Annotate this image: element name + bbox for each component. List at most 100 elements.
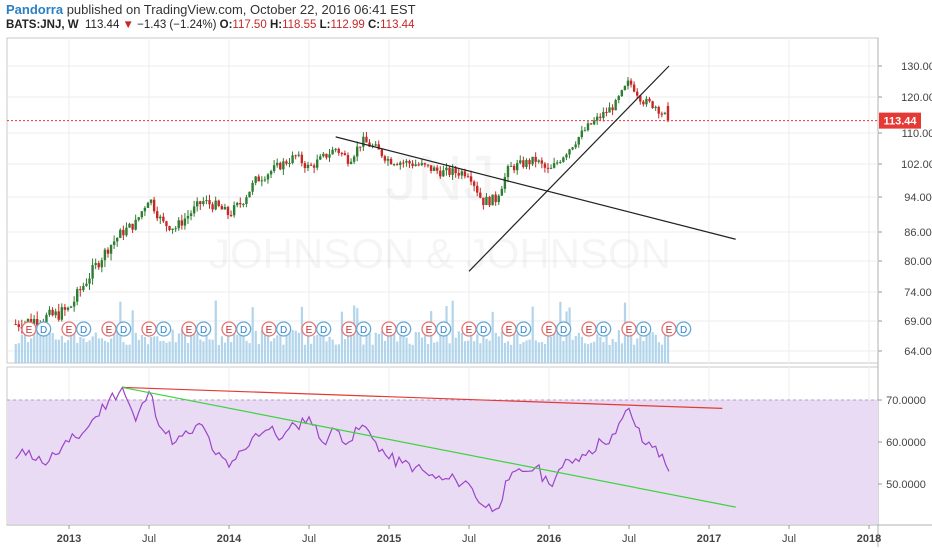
volume-bar: [91, 336, 94, 363]
volume-bar: [180, 329, 184, 363]
volume-bar: [131, 310, 134, 363]
marker-label: E: [106, 325, 113, 336]
dividend-marker[interactable]: D: [596, 321, 612, 337]
dividend-marker[interactable]: D: [396, 321, 412, 337]
volume-bar: [159, 341, 162, 363]
candle-body: [183, 218, 187, 226]
author-link[interactable]: Pandorra: [6, 2, 64, 17]
candle-body: [396, 164, 399, 166]
dividend-marker[interactable]: D: [236, 321, 252, 337]
volume-bar: [100, 338, 104, 363]
dividend-marker[interactable]: D: [556, 321, 572, 337]
earnings-marker[interactable]: E: [141, 321, 157, 337]
earnings-marker[interactable]: E: [21, 321, 37, 337]
candle-body: [577, 137, 580, 145]
volume-bar: [666, 334, 670, 363]
dividend-marker[interactable]: D: [476, 321, 492, 337]
volume-bar: [337, 344, 340, 363]
volume-bar: [660, 344, 664, 363]
candle-body: [32, 319, 36, 325]
dividend-marker[interactable]: D: [156, 321, 172, 337]
volume-bar: [340, 311, 344, 363]
volume-bar: [550, 336, 553, 363]
candle-body: [362, 136, 365, 147]
earnings-marker[interactable]: E: [541, 321, 557, 337]
volume-bar: [543, 344, 547, 363]
dividend-marker[interactable]: D: [676, 321, 692, 337]
dividend-marker[interactable]: D: [36, 321, 52, 337]
earnings-marker[interactable]: E: [301, 321, 317, 337]
candle-body: [623, 85, 627, 91]
volume-bar: [648, 330, 651, 363]
dividend-marker[interactable]: D: [636, 321, 652, 337]
volume-bar: [396, 341, 399, 363]
volume-bar: [230, 342, 233, 363]
dividend-marker[interactable]: D: [516, 321, 532, 337]
candle-body: [519, 160, 522, 164]
candle-body: [236, 202, 239, 206]
candle-body: [82, 285, 85, 291]
candle-body: [245, 197, 248, 205]
earnings-marker[interactable]: E: [461, 321, 477, 337]
volume-bar: [303, 344, 307, 363]
volume-bar: [257, 343, 260, 363]
candle-body: [482, 197, 485, 206]
dividend-marker[interactable]: D: [196, 321, 212, 337]
volume-bar: [291, 330, 294, 363]
candle-body: [217, 200, 220, 206]
volume-bar: [633, 344, 636, 363]
earnings-marker[interactable]: E: [221, 321, 237, 337]
rsi-tick-label: 60.0000: [886, 437, 926, 449]
candle-body: [549, 167, 553, 169]
candle-body: [72, 301, 76, 307]
price-trendline[interactable]: [468, 65, 670, 272]
candle-body: [57, 311, 60, 320]
dividend-marker[interactable]: D: [436, 321, 452, 337]
volume-bar: [297, 332, 300, 363]
candle-body: [343, 153, 347, 156]
time-tick-label: Jul: [302, 533, 316, 545]
volume-bar: [233, 329, 236, 363]
volume-bar: [423, 335, 427, 363]
candle-body: [377, 144, 380, 150]
price-trendline[interactable]: [335, 136, 736, 240]
candle-body: [242, 204, 245, 206]
rsi-trendline-red[interactable]: [122, 386, 723, 409]
candle-body: [629, 80, 633, 85]
rsi-trendline-green[interactable]: [122, 386, 736, 508]
candle-body: [205, 200, 208, 202]
marker-label: E: [346, 325, 353, 336]
candle-body: [91, 265, 94, 279]
earnings-marker[interactable]: E: [181, 321, 197, 337]
dividend-marker[interactable]: D: [76, 321, 92, 337]
earnings-marker[interactable]: E: [261, 321, 277, 337]
earnings-marker[interactable]: E: [341, 321, 357, 337]
candle-body: [466, 176, 470, 178]
candle-body: [51, 309, 54, 316]
candle-body: [657, 106, 660, 114]
earnings-marker[interactable]: E: [621, 321, 637, 337]
dividend-marker[interactable]: D: [276, 321, 292, 337]
candle-body: [186, 215, 190, 219]
volume-bar: [386, 333, 390, 363]
candle-body: [506, 166, 510, 178]
candle-body: [605, 111, 608, 113]
earnings-marker[interactable]: E: [101, 321, 117, 337]
earnings-marker[interactable]: E: [581, 321, 597, 337]
candle-body: [408, 161, 411, 164]
earnings-marker[interactable]: E: [61, 321, 77, 337]
volume-bar: [45, 329, 48, 363]
volume-bar: [485, 338, 488, 363]
earnings-marker[interactable]: E: [381, 321, 397, 337]
candle-body: [349, 161, 353, 164]
dividend-marker[interactable]: D: [356, 321, 372, 337]
volume-bar: [593, 341, 596, 363]
volume-bar: [488, 340, 491, 363]
earnings-marker[interactable]: E: [501, 321, 517, 337]
earnings-marker[interactable]: E: [661, 321, 677, 337]
marker-label: E: [466, 325, 473, 336]
dividend-marker[interactable]: D: [316, 321, 332, 337]
earnings-marker[interactable]: E: [421, 321, 437, 337]
dividend-marker[interactable]: D: [116, 321, 132, 337]
